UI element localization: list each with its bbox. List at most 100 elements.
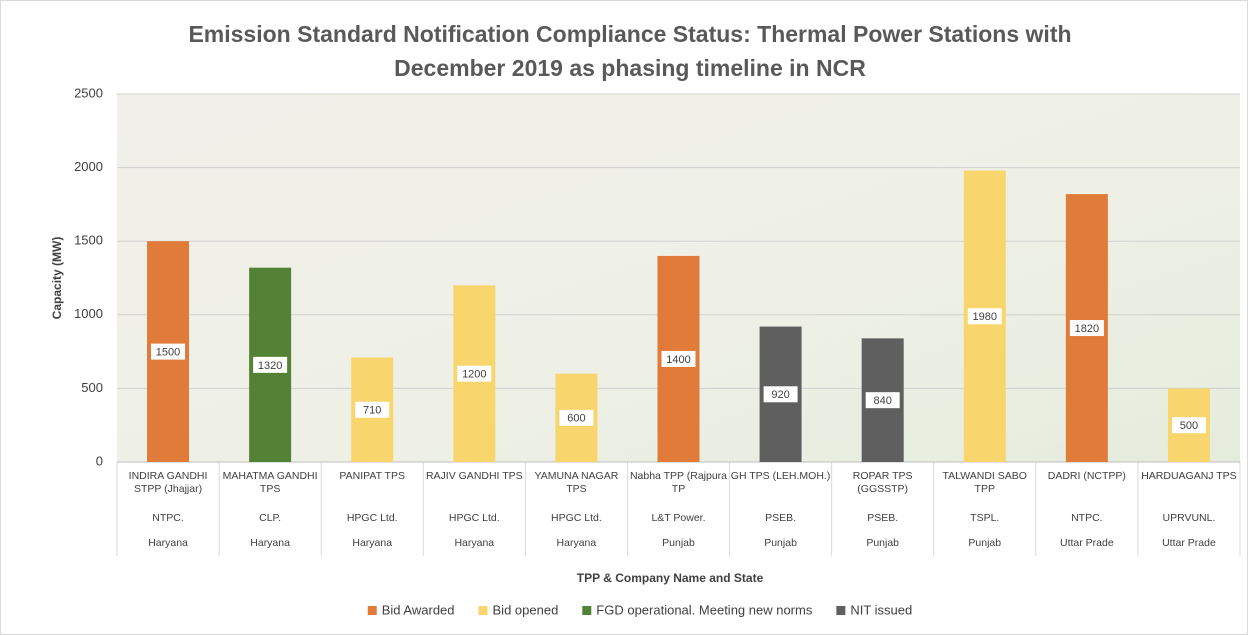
x-tick-label: Haryana <box>148 537 188 549</box>
category-label-box: PSEB. <box>867 512 899 524</box>
category-label-box: Punjab <box>968 537 1002 549</box>
data-label-box <box>457 365 492 382</box>
x-tick-label: PSEB. <box>867 512 899 524</box>
legend-label: Bid Awarded <box>382 602 455 617</box>
x-tick-label: L&T Power. <box>651 512 706 524</box>
x-tick-label: Punjab <box>764 537 797 549</box>
data-label: 600 <box>567 413 585 425</box>
x-tick-label: Uttar Prade <box>1162 537 1216 549</box>
category-label-box: Haryana <box>250 537 290 549</box>
legend-swatch <box>478 606 488 615</box>
category-label-box: PSEB. <box>765 512 797 524</box>
data-label: 710 <box>363 405 381 417</box>
y-tick-label: 500 <box>81 380 103 395</box>
x-tick-label: MAHATMA GANDHI TPS <box>222 470 318 495</box>
data-label: 840 <box>874 395 892 407</box>
chart-title: December 2019 as phasing timeline in NCR <box>394 55 866 81</box>
data-label: 920 <box>771 389 789 401</box>
category-label-box: Haryana <box>148 537 188 549</box>
x-tick-label: DADRI (NCTPP) <box>1047 470 1126 482</box>
category-label-box: PANIPAT TPS <box>339 470 405 482</box>
data-label-box <box>151 343 186 360</box>
data-label: 1980 <box>973 311 997 323</box>
data-label-box <box>1069 320 1104 337</box>
x-tick-label: Punjab <box>968 537 1002 549</box>
x-tick-label: YAMUNA NAGAR TPS <box>534 470 619 495</box>
category-label-box: HARDUAGANJ TPS <box>1141 470 1237 482</box>
x-tick-label: Haryana <box>250 537 290 549</box>
legend-swatch <box>582 606 592 615</box>
category-label-box: NTPC. <box>1071 512 1103 524</box>
category-label-box: CLP. <box>259 512 282 524</box>
category-label-box: Uttar Prade <box>1060 537 1114 549</box>
x-tick-label: Nabha TPP (Rajpura TP <box>629 470 728 495</box>
y-tick-label: 2500 <box>74 85 103 100</box>
y-tick-label: 2000 <box>74 159 103 174</box>
x-tick-label: HARDUAGANJ TPS <box>1141 470 1237 482</box>
category-label-box: MAHATMA GANDHI TPS <box>222 470 318 495</box>
data-label-box <box>253 356 288 373</box>
category-label-box: Haryana <box>556 537 597 549</box>
data-label: 1200 <box>462 369 486 381</box>
x-tick-label: GH TPS (LEH.MOH.) <box>730 470 831 482</box>
y-tick-label: 0 <box>96 453 103 468</box>
x-axis-title: TPP & Company Name and State <box>577 571 764 585</box>
category-label-box: L&T Power. <box>651 512 706 524</box>
data-label-box <box>559 409 594 426</box>
category-label-box: TALWANDI SABO TPP <box>942 470 1027 495</box>
category-label-box: RAJIV GANDHI TPS <box>425 470 523 482</box>
category-label-box: NTPC. <box>152 512 184 524</box>
data-label: 1400 <box>666 354 690 366</box>
legend-label: Bid opened <box>493 602 559 617</box>
category-label-box: Punjab <box>662 537 695 549</box>
category-label-box: YAMUNA NAGAR TPS <box>534 470 619 495</box>
data-label-box <box>1171 417 1206 434</box>
x-tick-label: Haryana <box>352 537 393 549</box>
y-tick-label: 1500 <box>74 233 103 248</box>
data-label-box <box>355 401 390 418</box>
category-label-box: Haryana <box>454 537 495 549</box>
data-label-box <box>763 386 798 403</box>
x-tick-label: UPRVUNL. <box>1162 512 1216 524</box>
x-tick-label: TALWANDI SABO TPP <box>942 470 1027 495</box>
data-label-box <box>967 308 1002 325</box>
x-tick-label: CLP. <box>259 512 282 524</box>
y-axis-title: Capacity (MW) <box>50 237 64 320</box>
x-tick-label: NTPC. <box>152 512 184 524</box>
x-tick-label: HPGC Ltd. <box>551 512 602 524</box>
data-label: 500 <box>1180 420 1198 432</box>
x-tick-label: Haryana <box>556 537 597 549</box>
x-tick-label: PANIPAT TPS <box>339 470 405 482</box>
x-tick-label: ROPAR TPS (GGSSTP) <box>852 470 913 495</box>
category-label-box: GH TPS (LEH.MOH.) <box>730 470 831 482</box>
category-label-box: INDIRA GANDHI STPP (Jhajjar) <box>129 470 208 495</box>
x-tick-label: Punjab <box>662 537 695 549</box>
x-tick-label: Haryana <box>454 537 495 549</box>
legend-swatch <box>367 606 377 615</box>
x-tick-label: TSPL. <box>970 512 1000 524</box>
legend-swatch <box>836 606 846 615</box>
category-label-box: UPRVUNL. <box>1162 512 1216 524</box>
x-tick-label: HPGC Ltd. <box>346 512 398 524</box>
category-label-box: HPGC Ltd. <box>346 512 398 524</box>
category-label-box: ROPAR TPS (GGSSTP) <box>852 470 913 495</box>
category-label-box: Punjab <box>866 537 900 549</box>
x-tick-label: RAJIV GANDHI TPS <box>425 470 523 482</box>
category-label-box: HPGC Ltd. <box>551 512 602 524</box>
x-tick-label: NTPC. <box>1071 512 1103 524</box>
legend-label: NIT issued <box>850 602 912 617</box>
data-label: 1500 <box>156 347 180 359</box>
x-tick-label: PSEB. <box>765 512 797 524</box>
x-tick-label: Punjab <box>866 537 900 549</box>
data-label: 1320 <box>258 360 282 372</box>
data-label-box <box>661 350 696 367</box>
x-tick-label: Uttar Prade <box>1060 537 1114 549</box>
category-label-box: TSPL. <box>970 512 1000 524</box>
x-tick-label: HPGC Ltd. <box>448 512 500 524</box>
category-label-box: Uttar Prade <box>1162 537 1216 549</box>
data-label-box <box>865 392 900 409</box>
category-label-box: Nabha TPP (Rajpura TP <box>629 470 728 495</box>
category-label-box: Punjab <box>764 537 797 549</box>
category-label-box: Haryana <box>352 537 393 549</box>
